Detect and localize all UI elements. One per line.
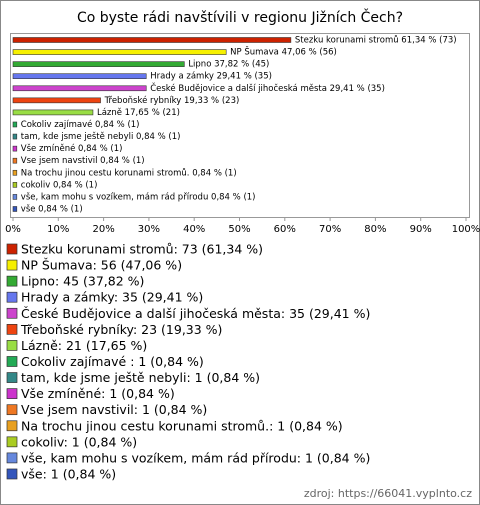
legend-marker [6, 436, 18, 448]
legend-marker [6, 404, 18, 416]
value-label: NP Šumava 47,06 % (56) [230, 46, 337, 58]
value-label: Hrady a zámky 29,41 % (35) [150, 72, 272, 82]
value-label: Na trochu jinou cestu korunami stromů. 0… [21, 167, 237, 178]
value-label: Lipno 37,82 % (45) [188, 60, 269, 70]
legend-label: tam, kde jsme ještě nebyli: 1 (0,84 %) [21, 370, 260, 385]
legend-marker [6, 388, 18, 399]
bar [12, 121, 18, 128]
bar [12, 182, 18, 188]
legend-label: Vse jsem navstivil: 1 (0,84 %) [21, 402, 207, 417]
legend-label: Vše zmíněné: 1 (0,84 %) [21, 386, 175, 401]
legend-marker [6, 275, 18, 287]
chart-title: Co byste rádi navštívili v regionu Jižní… [77, 8, 403, 26]
legend-label: vše: 1 (0,84 %) [21, 466, 116, 481]
legend-label: Lázně: 21 (17,65 %) [21, 338, 147, 353]
legend-marker [6, 356, 18, 367]
legend-marker [6, 243, 18, 255]
value-label: Cokoliv zajímavé 0,84 % (1) [21, 119, 140, 130]
legend-label: Cokoliv zajímavé : 1 (0,84 %) [21, 354, 204, 369]
x-tick-label: 80% [364, 224, 386, 235]
x-tick-label: 100% [452, 224, 480, 235]
bar [12, 73, 147, 80]
value-label: tam, kde jsme ještě nebyli 0,84 % (1) [21, 131, 181, 142]
legend-marker [6, 307, 18, 319]
legend-label: České Budějovice a další jihočeská města… [21, 306, 370, 321]
legend-marker [6, 259, 18, 271]
source: zdroj: https://66041.vyplnto.cz [304, 487, 472, 500]
bar [12, 49, 227, 55]
legend-marker [6, 452, 18, 464]
bar [12, 97, 101, 104]
x-tick-label: 50% [228, 224, 250, 235]
legend-label: Stezku korunami stromů: 73 (61,34 %) [21, 242, 263, 257]
x-tick-label: 10% [47, 224, 69, 235]
legend-marker [6, 372, 18, 383]
legend-label: cokoliv: 1 (0,84 %) [21, 434, 137, 449]
value-label: vše 0,84 % (1) [21, 203, 83, 214]
bar [12, 206, 18, 212]
value-label: Vse jsem navstivil 0,84 % (1) [21, 156, 145, 166]
legend-marker [6, 324, 18, 335]
bar [12, 61, 185, 67]
legend-label: vše, kam mohu s vozíkem, mám rád přírodu… [21, 450, 370, 465]
x-tick-label: 20% [92, 224, 114, 235]
value-label: České Budějovice a další jihočeská města… [150, 82, 385, 94]
legend-marker [6, 291, 18, 303]
bar [12, 37, 292, 43]
legend-label: Lipno: 45 (37,82 %) [21, 274, 144, 289]
value-label: Vše zmíněné 0,84 % (1) [21, 143, 123, 154]
bar [12, 109, 94, 116]
bar [12, 169, 18, 176]
value-label: Třeboňské rybníky 19,33 % (23) [104, 95, 240, 106]
x-tick-label: 70% [319, 224, 341, 235]
legend-marker [6, 468, 18, 480]
value-label: cokoliv 0,84 % (1) [21, 180, 98, 190]
bar [12, 133, 18, 140]
bar [12, 85, 147, 92]
x-tick-label: 90% [410, 224, 432, 235]
x-tick-label: 40% [183, 224, 205, 235]
legend-label: Třeboňské rybníky: 23 (19,33 %) [20, 322, 222, 337]
bar [12, 194, 18, 200]
bar [12, 157, 18, 164]
legend-marker [6, 340, 18, 351]
value-label: vše, kam mohu s vozíkem, mám rád přírodu… [21, 191, 256, 202]
legend-marker [6, 420, 18, 432]
legend-label: Na trochu jinou cestu korunami stromů.: … [21, 418, 343, 433]
x-tick-label: 30% [138, 224, 160, 235]
legend-label: NP Šumava: 56 (47,06 %) [21, 258, 182, 273]
legend-label: Hrady a zámky: 35 (29,41 %) [21, 290, 203, 305]
x-tick-label: 0% [5, 224, 21, 235]
bar [12, 145, 18, 152]
value-label: Stezku korunami stromů 61,34 % (73) [295, 35, 457, 46]
x-tick-label: 60% [274, 224, 296, 235]
value-label: Lázně 17,65 % (21) [97, 108, 180, 118]
